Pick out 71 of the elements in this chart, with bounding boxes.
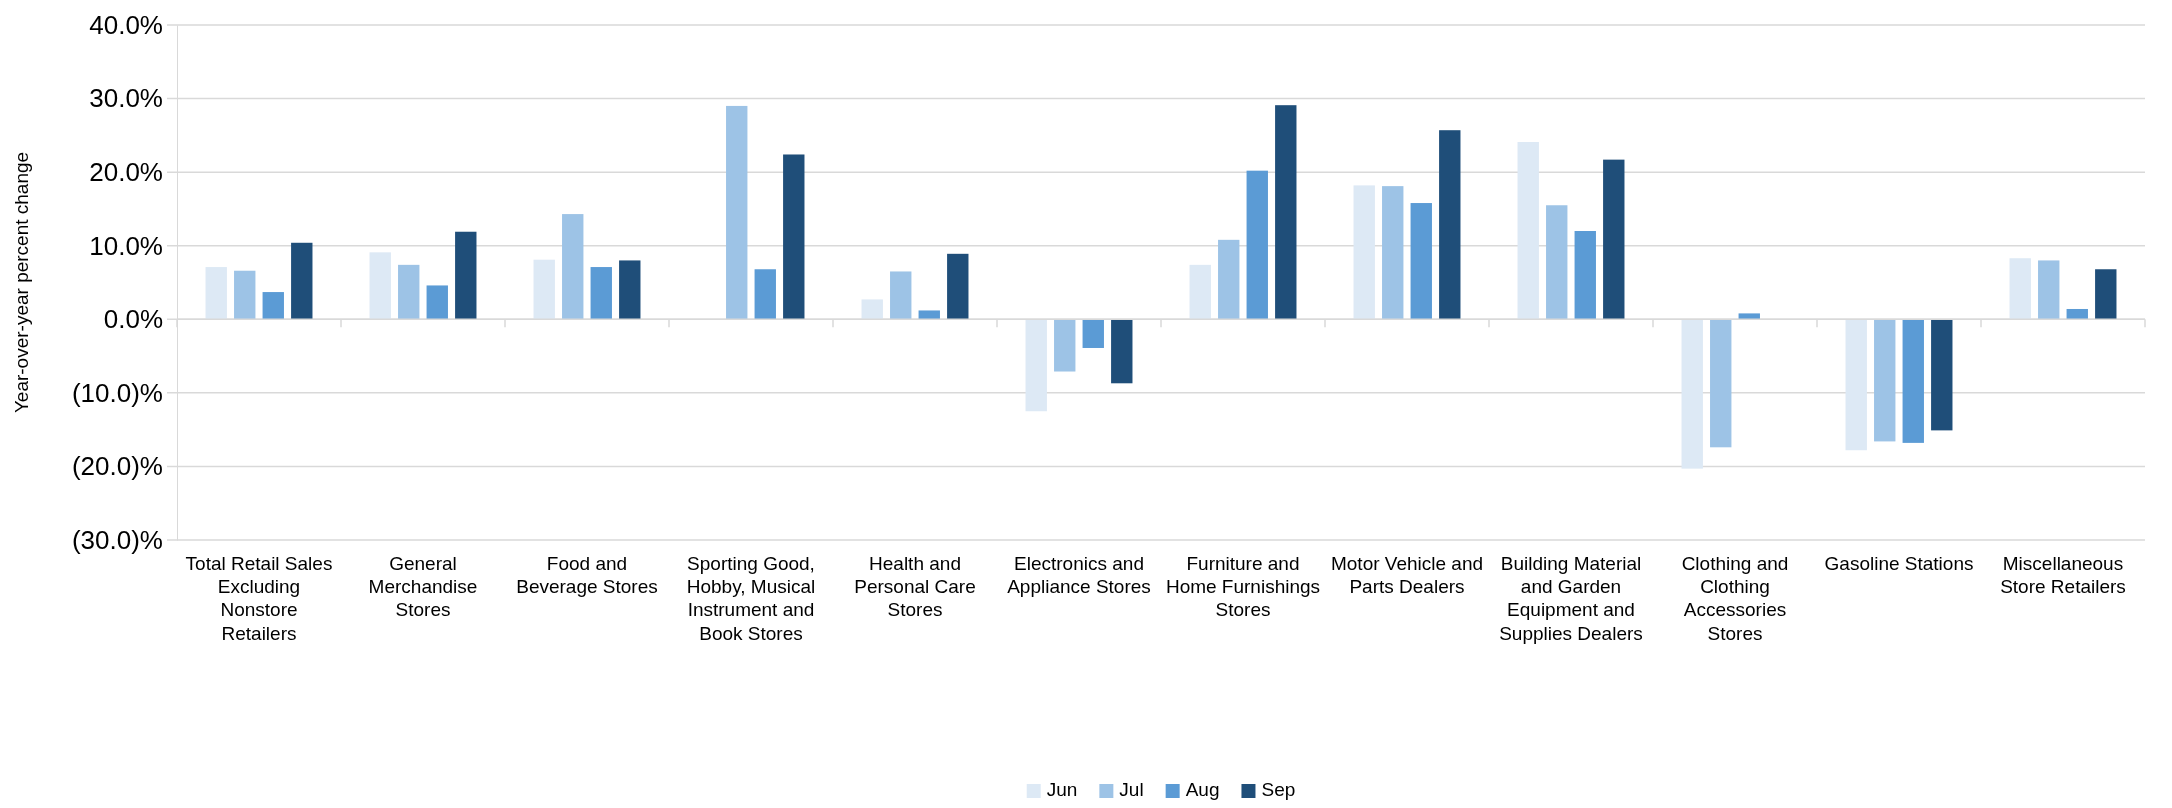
y-tick-label: 30.0% bbox=[89, 83, 163, 114]
bar bbox=[205, 267, 227, 320]
bar bbox=[369, 252, 391, 320]
x-tick-label: Health and Personal Care Stores bbox=[854, 553, 976, 621]
bar bbox=[1874, 319, 1896, 442]
y-tick-label: 40.0% bbox=[89, 9, 163, 40]
bar bbox=[1353, 185, 1375, 320]
bar bbox=[2038, 260, 2060, 320]
bar bbox=[1111, 319, 1133, 384]
legend-label: Jul bbox=[1119, 779, 1144, 800]
x-tick-label: Electronics and Appliance Stores bbox=[1007, 553, 1151, 598]
y-tick-label: (30.0)% bbox=[71, 524, 163, 555]
bar bbox=[1082, 319, 1104, 348]
y-tick-label: (20.0)% bbox=[71, 451, 163, 482]
bar bbox=[398, 264, 420, 320]
x-tick-label: Food and Beverage Stores bbox=[516, 553, 658, 598]
bar bbox=[726, 105, 748, 320]
x-tick-label: Sporting Good, Hobby, Musical Instrument and Book Stores bbox=[686, 553, 816, 644]
bar bbox=[590, 267, 612, 320]
bar bbox=[1845, 319, 1867, 451]
x-tick-label: General Merchandise Stores bbox=[368, 553, 478, 621]
bar bbox=[1382, 186, 1404, 320]
bar bbox=[947, 253, 969, 320]
y-tick-label: 20.0% bbox=[89, 156, 163, 187]
bar bbox=[1931, 319, 1953, 431]
x-tick-label: Total Retail Sales Excluding Nonstore Retailers bbox=[185, 553, 333, 644]
bar bbox=[2066, 308, 2088, 320]
bar bbox=[861, 299, 883, 320]
bar bbox=[1517, 141, 1539, 320]
bar bbox=[2009, 258, 2031, 320]
bar bbox=[1574, 231, 1596, 320]
legend-label: Jun bbox=[1046, 779, 1078, 800]
y-axis-title: Year-over-year percent change bbox=[11, 151, 32, 414]
x-tick-label: Building Material and Garden Equipment and Supplies Dealers bbox=[1499, 553, 1643, 644]
bar bbox=[1902, 319, 1924, 443]
bar bbox=[619, 260, 641, 320]
y-tick-label: 0.0% bbox=[103, 304, 163, 335]
bar bbox=[918, 310, 940, 320]
bar bbox=[426, 285, 448, 320]
bar bbox=[562, 214, 584, 320]
bar bbox=[890, 271, 912, 320]
bar bbox=[1410, 203, 1432, 320]
bar bbox=[234, 270, 256, 320]
bar bbox=[1246, 170, 1268, 320]
bar bbox=[1738, 313, 1760, 320]
bar bbox=[1054, 319, 1076, 372]
bar bbox=[1710, 319, 1732, 448]
x-tick-label: Furniture and Home Furnishings Stores bbox=[1165, 553, 1321, 621]
bar bbox=[2095, 269, 2117, 320]
bar bbox=[533, 259, 555, 320]
bar bbox=[291, 242, 313, 320]
bar bbox=[754, 269, 776, 320]
bar bbox=[262, 292, 284, 320]
x-tick-label: Motor Vehicle and Parts Dealers bbox=[1330, 553, 1484, 598]
x-tick-label: Gasoline Stations bbox=[1824, 553, 1974, 574]
bar bbox=[1439, 130, 1461, 320]
bar bbox=[1275, 105, 1297, 320]
bar bbox=[455, 231, 477, 320]
bar bbox=[1189, 264, 1211, 320]
legend-label: Sep bbox=[1261, 779, 1296, 800]
bar bbox=[1603, 159, 1625, 320]
bar bbox=[1025, 319, 1047, 412]
y-tick-label: (10.0)% bbox=[71, 377, 163, 408]
bar bbox=[1681, 319, 1703, 469]
legend-label: Aug bbox=[1185, 779, 1220, 800]
y-tick-label: 10.0% bbox=[89, 230, 163, 261]
bar bbox=[1218, 239, 1240, 320]
x-tick-label: Miscellaneous Store Retailers bbox=[2000, 553, 2126, 598]
bar bbox=[1546, 205, 1568, 320]
x-tick-label: Clothing and Clothing Accessories Stores bbox=[1681, 553, 1789, 644]
bar bbox=[783, 154, 805, 320]
